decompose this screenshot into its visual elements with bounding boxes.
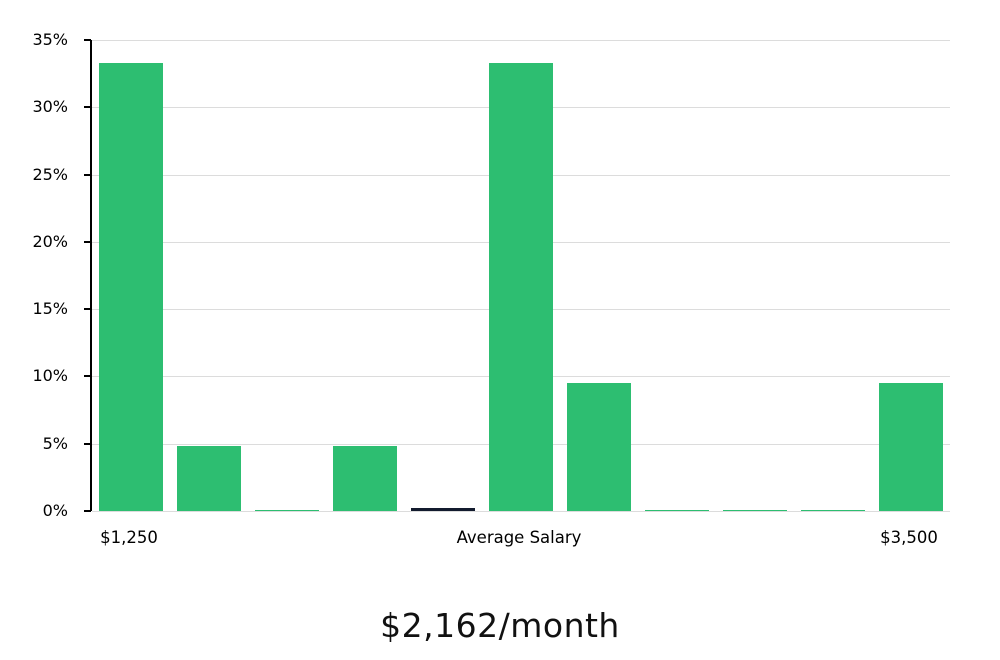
y-axis-tick (84, 442, 91, 445)
bar (567, 383, 631, 511)
y-tick-label: 5% (42, 433, 68, 453)
y-axis-tick (84, 308, 91, 311)
y-tick-label: 35% (32, 30, 68, 49)
bar (255, 509, 319, 511)
bar (645, 509, 709, 511)
bar (333, 446, 397, 511)
bar (489, 62, 553, 511)
bar (879, 383, 943, 511)
bar (177, 446, 241, 511)
gridline (92, 40, 950, 41)
y-tick-label: 25% (32, 164, 68, 184)
x-tick-label: Average Salary (456, 528, 582, 547)
bar (411, 508, 475, 511)
y-axis-tick (84, 39, 91, 41)
y-tick-label: 15% (32, 299, 68, 319)
average-salary-title: $2,162/month (380, 606, 620, 645)
y-tick-label: 10% (32, 366, 68, 386)
x-axis-labels: $1,250 Average Salary $3,500 (90, 528, 948, 554)
x-tick-label: $1,250 (100, 528, 158, 547)
plot-area (84, 39, 950, 512)
x-tick-label: $3,500 (880, 528, 938, 547)
y-axis-tick (84, 106, 91, 109)
y-tick-label: 0% (42, 501, 68, 520)
y-tick-label: 20% (32, 231, 68, 251)
y-axis-tick (84, 510, 91, 512)
bar (99, 62, 163, 511)
bar (801, 509, 865, 511)
bar (723, 509, 787, 511)
y-axis-tick (84, 240, 91, 243)
gridline (92, 511, 950, 512)
y-axis-tick (84, 375, 91, 378)
y-tick-label: 30% (32, 97, 68, 117)
y-axis-labels: 0% 5% 10% 15% 20% 25% 30% 35% (0, 32, 78, 519)
y-axis-tick (84, 173, 91, 176)
